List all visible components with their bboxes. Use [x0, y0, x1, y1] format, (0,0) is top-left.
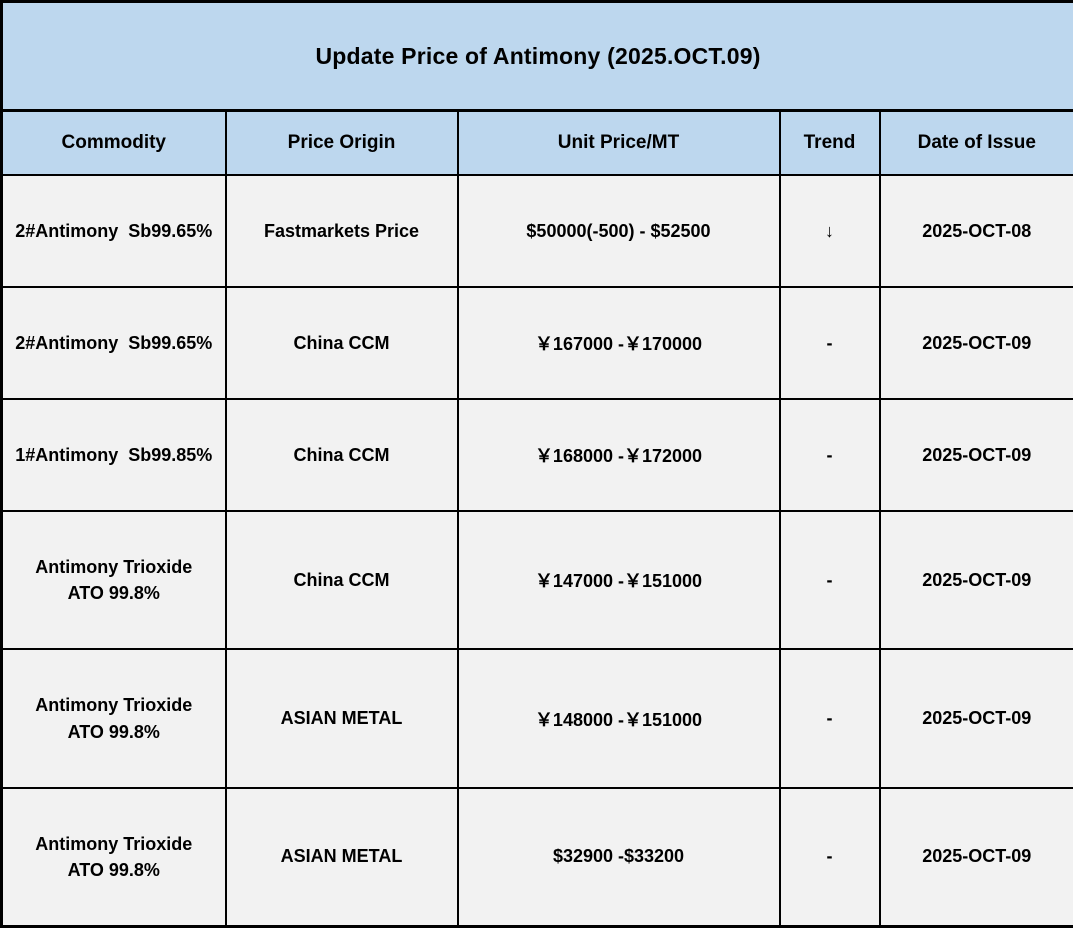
table-row: 2#Antimony Sb99.65% Fastmarkets Price $5…: [2, 175, 1073, 287]
date-of-issue-cell: 2025-OCT-09: [880, 511, 1073, 649]
price-origin-cell: Fastmarkets Price: [226, 175, 458, 287]
commodity-line-2: ATO 99.8%: [5, 580, 223, 606]
page-title: Update Price of Antimony (2025.OCT.09): [2, 2, 1073, 111]
unit-price-cell: ￥167000 -￥170000: [458, 287, 780, 399]
trend-unchanged-dash: -: [780, 649, 880, 787]
commodity-line-1: Antimony Trioxide: [5, 554, 223, 580]
commodity-line-2: ATO 99.8%: [5, 857, 223, 883]
column-header-unit-price: Unit Price/MT: [458, 111, 780, 176]
column-header-trend: Trend: [780, 111, 880, 176]
price-origin-cell: ASIAN METAL: [226, 788, 458, 927]
column-header-date-of-issue: Date of Issue: [880, 111, 1073, 176]
table-row: 2#Antimony Sb99.65% China CCM ￥167000 -￥…: [2, 287, 1073, 399]
commodity-line-1: 2#Antimony Sb99.65%: [5, 330, 223, 356]
price-origin-cell: ASIAN METAL: [226, 649, 458, 787]
price-origin-cell: China CCM: [226, 399, 458, 511]
unit-price-cell: ￥148000 -￥151000: [458, 649, 780, 787]
trend-unchanged-dash: -: [780, 287, 880, 399]
unit-price-cell: ￥168000 -￥172000: [458, 399, 780, 511]
commodity-line-1: Antimony Trioxide: [5, 692, 223, 718]
date-of-issue-cell: 2025-OCT-09: [880, 788, 1073, 927]
date-of-issue-cell: 2025-OCT-09: [880, 287, 1073, 399]
column-header-commodity: Commodity: [2, 111, 226, 176]
table-row: 1#Antimony Sb99.85% China CCM ￥168000 -￥…: [2, 399, 1073, 511]
commodity-line-2: ATO 99.8%: [5, 719, 223, 745]
unit-price-cell: ￥147000 -￥151000: [458, 511, 780, 649]
commodity-line-1: 1#Antimony Sb99.85%: [5, 442, 223, 468]
unit-price-cell: $50000(-500) - $52500: [458, 175, 780, 287]
column-header-price-origin: Price Origin: [226, 111, 458, 176]
title-row: Update Price of Antimony (2025.OCT.09): [2, 2, 1073, 111]
price-origin-cell: China CCM: [226, 511, 458, 649]
trend-down-arrow-icon: ↓: [780, 175, 880, 287]
date-of-issue-cell: 2025-OCT-09: [880, 649, 1073, 787]
commodity-cell: 2#Antimony Sb99.65%: [2, 287, 226, 399]
date-of-issue-cell: 2025-OCT-08: [880, 175, 1073, 287]
unit-price-cell: $32900 -$33200: [458, 788, 780, 927]
date-of-issue-cell: 2025-OCT-09: [880, 399, 1073, 511]
trend-unchanged-dash: -: [780, 788, 880, 927]
commodity-line-1: 2#Antimony Sb99.65%: [5, 218, 223, 244]
trend-unchanged-dash: -: [780, 511, 880, 649]
antimony-price-sheet: Update Price of Antimony (2025.OCT.09) C…: [0, 0, 1073, 539]
table-header-row: Commodity Price Origin Unit Price/MT Tre…: [2, 111, 1073, 176]
trend-unchanged-dash: -: [780, 399, 880, 511]
commodity-cell: 2#Antimony Sb99.65%: [2, 175, 226, 287]
commodity-line-1: Antimony Trioxide: [5, 831, 223, 857]
price-origin-cell: China CCM: [226, 287, 458, 399]
commodity-cell: 1#Antimony Sb99.85%: [2, 399, 226, 511]
